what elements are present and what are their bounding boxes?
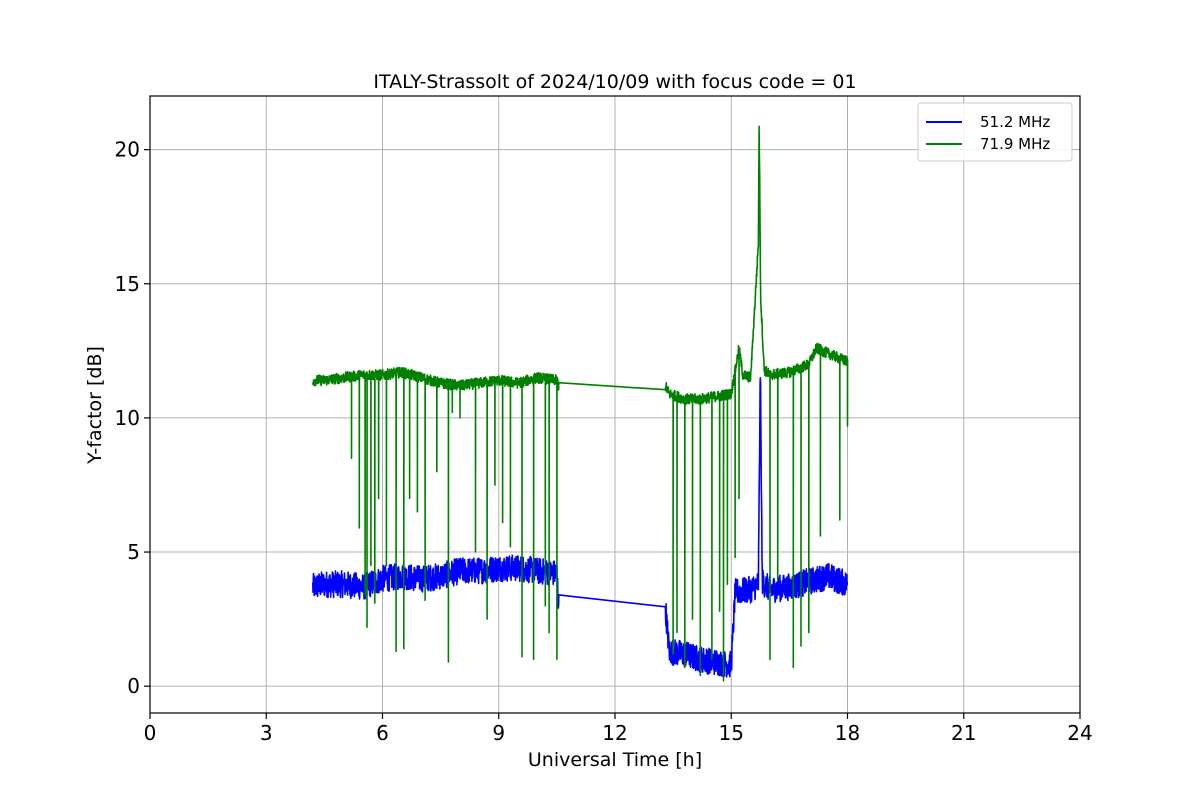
chart-title: ITALY-Strassolt of 2024/10/09 with focus… — [373, 71, 856, 93]
y-tick-label: 0 — [127, 674, 140, 698]
series-line-2 — [312, 125, 849, 682]
x-tick-label: 12 — [602, 721, 627, 745]
x-tick-label: 15 — [719, 721, 744, 745]
legend-label-2: 71.9 MHz — [980, 135, 1050, 153]
plot-area: 0 3 6 9 12 15 18 21 24 0 5 10 15 20 51.2 MHz 71.9 MHz — [115, 95, 1093, 745]
y-tick-label: 5 — [127, 540, 140, 564]
legend-box — [917, 102, 1073, 162]
legend-label-1: 51.2 MHz — [980, 113, 1050, 131]
y-tick-label: 20 — [115, 138, 140, 162]
x-tick-label: 24 — [1067, 721, 1092, 745]
y-tick-label: 15 — [115, 272, 140, 296]
x-tick-label: 6 — [376, 721, 389, 745]
x-tick-label: 0 — [144, 721, 157, 745]
x-tick-label: 18 — [835, 721, 860, 745]
series-line-1 — [312, 377, 849, 678]
x-tick-label: 3 — [260, 721, 273, 745]
x-tick-label: 9 — [492, 721, 505, 745]
x-tick-label: 21 — [951, 721, 976, 745]
y-axis-label: Y-factor [dB] — [84, 346, 106, 465]
x-axis-label: Universal Time [h] — [528, 749, 702, 771]
y-tick-label: 10 — [115, 406, 140, 430]
